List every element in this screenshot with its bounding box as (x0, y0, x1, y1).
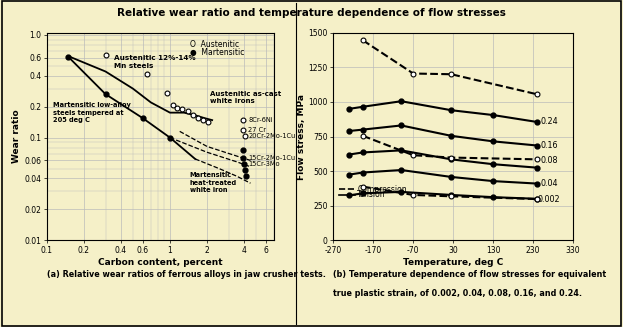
Text: 0.16: 0.16 (540, 141, 558, 150)
Text: (a) Relative wear ratios of ferrous alloys in jaw crusher tests.: (a) Relative wear ratios of ferrous allo… (47, 270, 326, 279)
Text: Austenitic as-cast
white irons: Austenitic as-cast white irons (210, 91, 281, 104)
Text: 27 Cr: 27 Cr (248, 127, 266, 133)
Text: Relative wear ratio and temperature dependence of flow stresses: Relative wear ratio and temperature depe… (117, 8, 506, 18)
Text: true plastic strain, of 0.002, 0.04, 0.08, 0.16, and 0.24.: true plastic strain, of 0.002, 0.04, 0.0… (333, 289, 583, 299)
Text: 0.002: 0.002 (538, 195, 561, 204)
Text: 8Cr-6Ni: 8Cr-6Ni (248, 117, 273, 123)
Text: O  Austenitic: O Austenitic (190, 40, 239, 49)
X-axis label: Carbon content, percent: Carbon content, percent (98, 258, 223, 267)
Text: 0.08: 0.08 (540, 156, 558, 164)
Text: 20Cr-2Mo-1Cu: 20Cr-2Mo-1Cu (248, 133, 295, 139)
Text: 0.24: 0.24 (540, 117, 558, 127)
Y-axis label: Wear ratio: Wear ratio (12, 110, 21, 163)
Text: 15Cr-2Mo-1Cu: 15Cr-2Mo-1Cu (248, 155, 295, 161)
Text: (b) Temperature dependence of flow stresses for equivalent: (b) Temperature dependence of flow stres… (333, 270, 606, 279)
Text: Tension: Tension (357, 190, 386, 199)
X-axis label: Temperature, deg C: Temperature, deg C (403, 258, 503, 267)
Text: Martensitic low-alloy
steels tempered at
205 deg C: Martensitic low-alloy steels tempered at… (53, 102, 131, 123)
Text: Austenitic 12%-14%
Mn steels: Austenitic 12%-14% Mn steels (114, 55, 196, 69)
Y-axis label: Flow stress, MPa: Flow stress, MPa (297, 94, 306, 180)
Text: Martensitic
heat-treated
white iron: Martensitic heat-treated white iron (190, 172, 237, 193)
Text: 0.04: 0.04 (540, 179, 558, 188)
Text: Compression: Compression (357, 185, 407, 194)
Text: ●  Martensitic: ● Martensitic (190, 48, 244, 57)
Text: 15Cr-3Mo: 15Cr-3Mo (248, 161, 280, 167)
